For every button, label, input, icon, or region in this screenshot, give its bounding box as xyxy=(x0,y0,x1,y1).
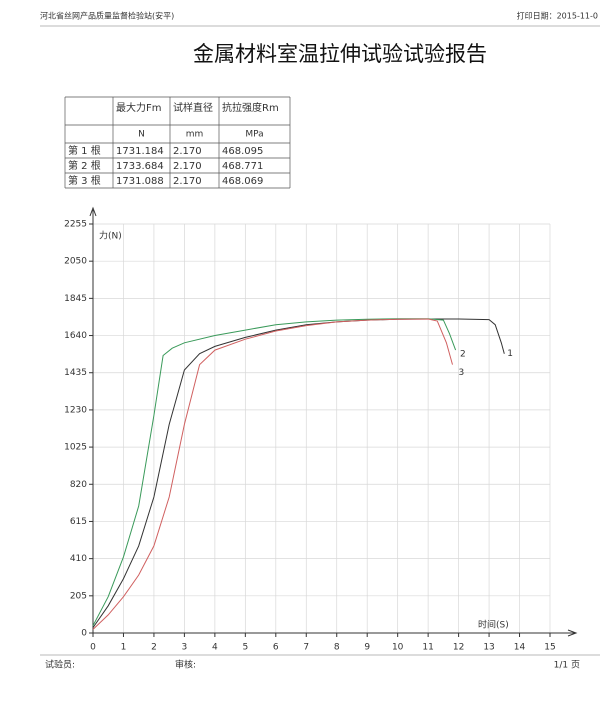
org-name: 河北省丝网产品质量监督检验站(安平) xyxy=(40,11,174,21)
table-cell: 1731.088 xyxy=(116,176,164,187)
x-tick-label: 15 xyxy=(544,643,555,653)
table-cell: 第 1 根 xyxy=(68,144,101,157)
y-tick-label: 1025 xyxy=(64,443,87,453)
force-curve xyxy=(92,318,505,628)
table-unit: MPa xyxy=(245,130,263,140)
table-cell: 2.170 xyxy=(173,176,202,187)
x-tick-label: 4 xyxy=(212,643,218,653)
x-arrow xyxy=(567,629,578,637)
y-tick-label: 1230 xyxy=(64,405,87,415)
report-title: 金属材料室温拉伸试验试验报告 xyxy=(193,42,487,66)
table-cell: 468.095 xyxy=(222,146,263,157)
table-unit: mm xyxy=(186,130,204,140)
curve-label: 3 xyxy=(459,368,465,378)
curve-label: 2 xyxy=(460,350,466,360)
x-tick-label: 0 xyxy=(90,643,96,653)
table-header: 试样直径 xyxy=(173,101,213,114)
y-tick-label: 2255 xyxy=(64,220,87,230)
force-curve xyxy=(92,318,457,626)
x-tick-label: 12 xyxy=(453,643,464,653)
y-tick-label: 1435 xyxy=(64,368,87,378)
table-cell: 1733.684 xyxy=(116,161,164,172)
y-tick-label: 820 xyxy=(70,480,87,490)
x-axis-label: 时间(S) xyxy=(478,619,509,631)
x-tick-label: 6 xyxy=(273,643,279,653)
table-header: 抗拉强度Rm xyxy=(222,101,279,114)
table-cell: 2.170 xyxy=(173,146,202,157)
x-tick-label: 7 xyxy=(303,643,309,653)
y-tick-label: 2050 xyxy=(64,257,87,267)
y-tick-label: 1640 xyxy=(64,331,87,341)
table-cell: 第 3 根 xyxy=(68,174,101,187)
force-curve xyxy=(92,318,453,630)
table-unit: N xyxy=(138,130,145,140)
x-tick-label: 3 xyxy=(182,643,188,653)
curve-label: 1 xyxy=(507,349,513,359)
table-cell: 1731.184 xyxy=(116,146,164,157)
y-tick-label: 1845 xyxy=(64,294,87,304)
table-cell: 第 2 根 xyxy=(68,159,101,172)
y-arrow xyxy=(89,206,97,217)
y-tick-label: 205 xyxy=(70,591,87,601)
table-cell: 468.771 xyxy=(222,161,263,172)
reviewer-label: 审核: xyxy=(175,659,196,671)
x-tick-label: 10 xyxy=(392,643,404,653)
table-cell: 2.170 xyxy=(173,161,202,172)
x-tick-label: 13 xyxy=(483,643,494,653)
x-tick-label: 9 xyxy=(364,643,370,653)
x-tick-label: 14 xyxy=(514,643,526,653)
y-tick-label: 0 xyxy=(81,629,87,639)
y-tick-label: 615 xyxy=(70,517,87,527)
x-tick-label: 8 xyxy=(334,643,340,653)
page-number: 1/1 页 xyxy=(554,660,580,671)
table-cell: 468.069 xyxy=(222,176,263,187)
result-table: 最大力Fm 试样直径 抗拉强度Rm N mm MPa 第 1 根 1731.184 2.170 4… xyxy=(64,96,291,189)
x-tick-label: 1 xyxy=(121,643,127,653)
chart: 0205410615820102512301435164018452050225… xyxy=(64,206,578,653)
x-tick-label: 11 xyxy=(422,643,433,653)
y-tick-label: 410 xyxy=(70,554,87,564)
table-header: 最大力Fm xyxy=(116,101,162,114)
print-date: 打印日期：2015-11-0 xyxy=(517,11,598,21)
y-axis-label: 力(N) xyxy=(99,230,122,242)
x-tick-label: 2 xyxy=(151,643,157,653)
tester-label: 试验员: xyxy=(45,659,75,671)
x-tick-label: 5 xyxy=(242,643,248,653)
